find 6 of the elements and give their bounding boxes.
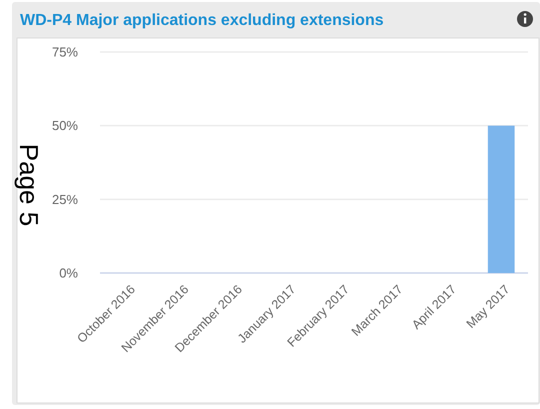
y-tick-label: 0% [59,266,78,281]
y-tick-label: 25% [52,192,78,207]
y-tick-label: 75% [52,44,78,60]
chart-title: WD-P4 Major applications excluding extensions [20,12,384,29]
text: Page 5 [14,144,44,226]
y-tick-label: 50% [52,118,78,134]
